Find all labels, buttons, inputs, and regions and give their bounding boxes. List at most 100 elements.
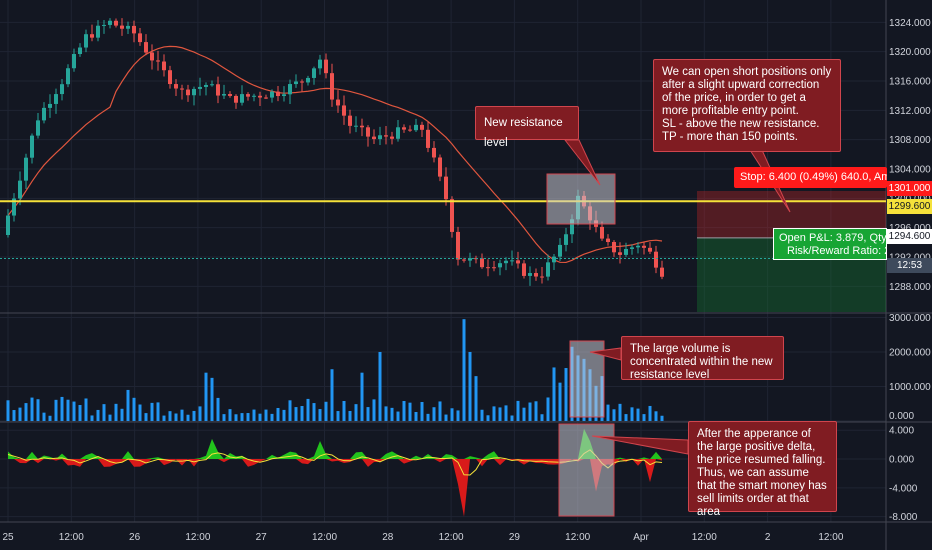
volume-bar [480, 409, 484, 421]
candle-body [84, 34, 88, 48]
candle-body [12, 198, 16, 216]
candle-body [264, 97, 268, 99]
volume-bar [270, 413, 274, 421]
time-tick-label: 26 [129, 532, 141, 543]
delta-tick-label: -4.000 [889, 483, 918, 494]
candle-body [318, 59, 322, 69]
candle-body [228, 94, 232, 96]
candle-body [408, 129, 412, 131]
volume-bar [444, 414, 448, 421]
candle-body [390, 136, 394, 139]
delta-tick-label: 0.000 [889, 455, 914, 466]
candle-body [60, 84, 64, 95]
candle-body [54, 94, 58, 104]
volume-bar [336, 411, 340, 421]
candle-body [66, 68, 70, 85]
volume-bar [348, 410, 352, 421]
volume-bar [366, 407, 370, 421]
time-tick-label: 29 [509, 532, 521, 543]
time-tick-label: 27 [256, 532, 268, 543]
volume-bar [246, 413, 250, 421]
volume-bar [276, 407, 280, 421]
volume-bar [18, 407, 22, 421]
volume-tick-label: 2000.000 [889, 347, 931, 358]
candle-body [654, 251, 658, 268]
candle-body [528, 273, 532, 276]
volume-bar [510, 415, 514, 421]
candle-body [282, 94, 286, 97]
candle-body [552, 256, 556, 263]
candle-body [426, 129, 430, 148]
candle-body [252, 95, 256, 97]
volume-bar [318, 409, 322, 421]
time-badge: 12:53 [887, 258, 932, 273]
volume-bar [216, 397, 220, 421]
volume-bar [90, 415, 94, 421]
candle-body [522, 263, 526, 276]
volume-bar [84, 398, 88, 421]
candle-body [324, 59, 328, 74]
candle-body [648, 247, 652, 252]
volume-bar [138, 404, 142, 421]
candle-body [276, 91, 280, 97]
candle-body [48, 103, 52, 108]
time-tick-label: 12:00 [439, 532, 464, 543]
delta-signal-line [7, 449, 663, 476]
candle-body [402, 127, 406, 130]
candles [6, 18, 664, 286]
pnl-label[interactable]: Open P&L: 3.879, Qty: - Risk/Reward Rati… [773, 228, 887, 260]
candle-body [18, 180, 22, 199]
volume-bar [48, 415, 52, 421]
candle-body [510, 260, 514, 262]
volume-bar [468, 351, 472, 421]
annotation-large-volume[interactable]: The large volume is concentrated within … [621, 336, 784, 381]
volume-bar [654, 411, 658, 421]
time-tick-label: 12:00 [565, 532, 590, 543]
candle-body [540, 276, 544, 278]
candle-body [234, 95, 238, 103]
volume-bar [114, 403, 118, 421]
volume-bar [54, 399, 58, 421]
price-tick-label: 1304.000 [889, 165, 931, 176]
candle-body [606, 238, 610, 243]
volume-bar [162, 415, 166, 421]
volume-bar [636, 408, 640, 421]
volume-bar [438, 401, 442, 421]
candle-body [336, 99, 340, 106]
candle-body [600, 226, 604, 239]
volume-bar [324, 401, 328, 421]
volume-bar [228, 409, 232, 421]
candle-body [414, 124, 418, 131]
volume-bar [642, 414, 646, 421]
candle-body [120, 25, 124, 29]
volume-bar [354, 404, 358, 421]
volume-bar [522, 407, 526, 421]
volume-bar [408, 402, 412, 421]
pointer-resistance [563, 139, 601, 186]
candle-body [222, 94, 226, 96]
volume-bar [186, 414, 190, 421]
delta-tick-label: 4.000 [889, 426, 914, 437]
candle-body [30, 135, 34, 158]
candle-body [174, 84, 178, 89]
volume-bar [414, 411, 418, 421]
stop-label[interactable]: Stop: 6.400 (0.49%) 640.0, Amo [734, 167, 887, 188]
time-tick-label: 28 [382, 532, 394, 543]
time-tick-label: 12:00 [185, 532, 210, 543]
candle-body [192, 88, 196, 96]
volume-bar [306, 398, 310, 421]
volume-bar [372, 399, 376, 421]
price-tick-label: 1288.000 [889, 282, 931, 293]
moving-average-line [7, 45, 663, 264]
candle-body [186, 89, 190, 96]
candle-body [366, 127, 370, 137]
pnl-text: Open P&L: 3.879, Qty: - [779, 232, 887, 244]
volume-bar [462, 319, 466, 421]
candle-body [240, 94, 244, 103]
annotation-short-entry[interactable]: We can open short positions only after a… [653, 59, 841, 152]
volume-bar [486, 415, 490, 421]
volume-bar [648, 405, 652, 421]
annotation-delta[interactable]: After the apperance of the large positiv… [688, 421, 837, 518]
annotation-new-resistance[interactable]: New resistance level [475, 106, 579, 149]
candle-body [330, 73, 334, 100]
